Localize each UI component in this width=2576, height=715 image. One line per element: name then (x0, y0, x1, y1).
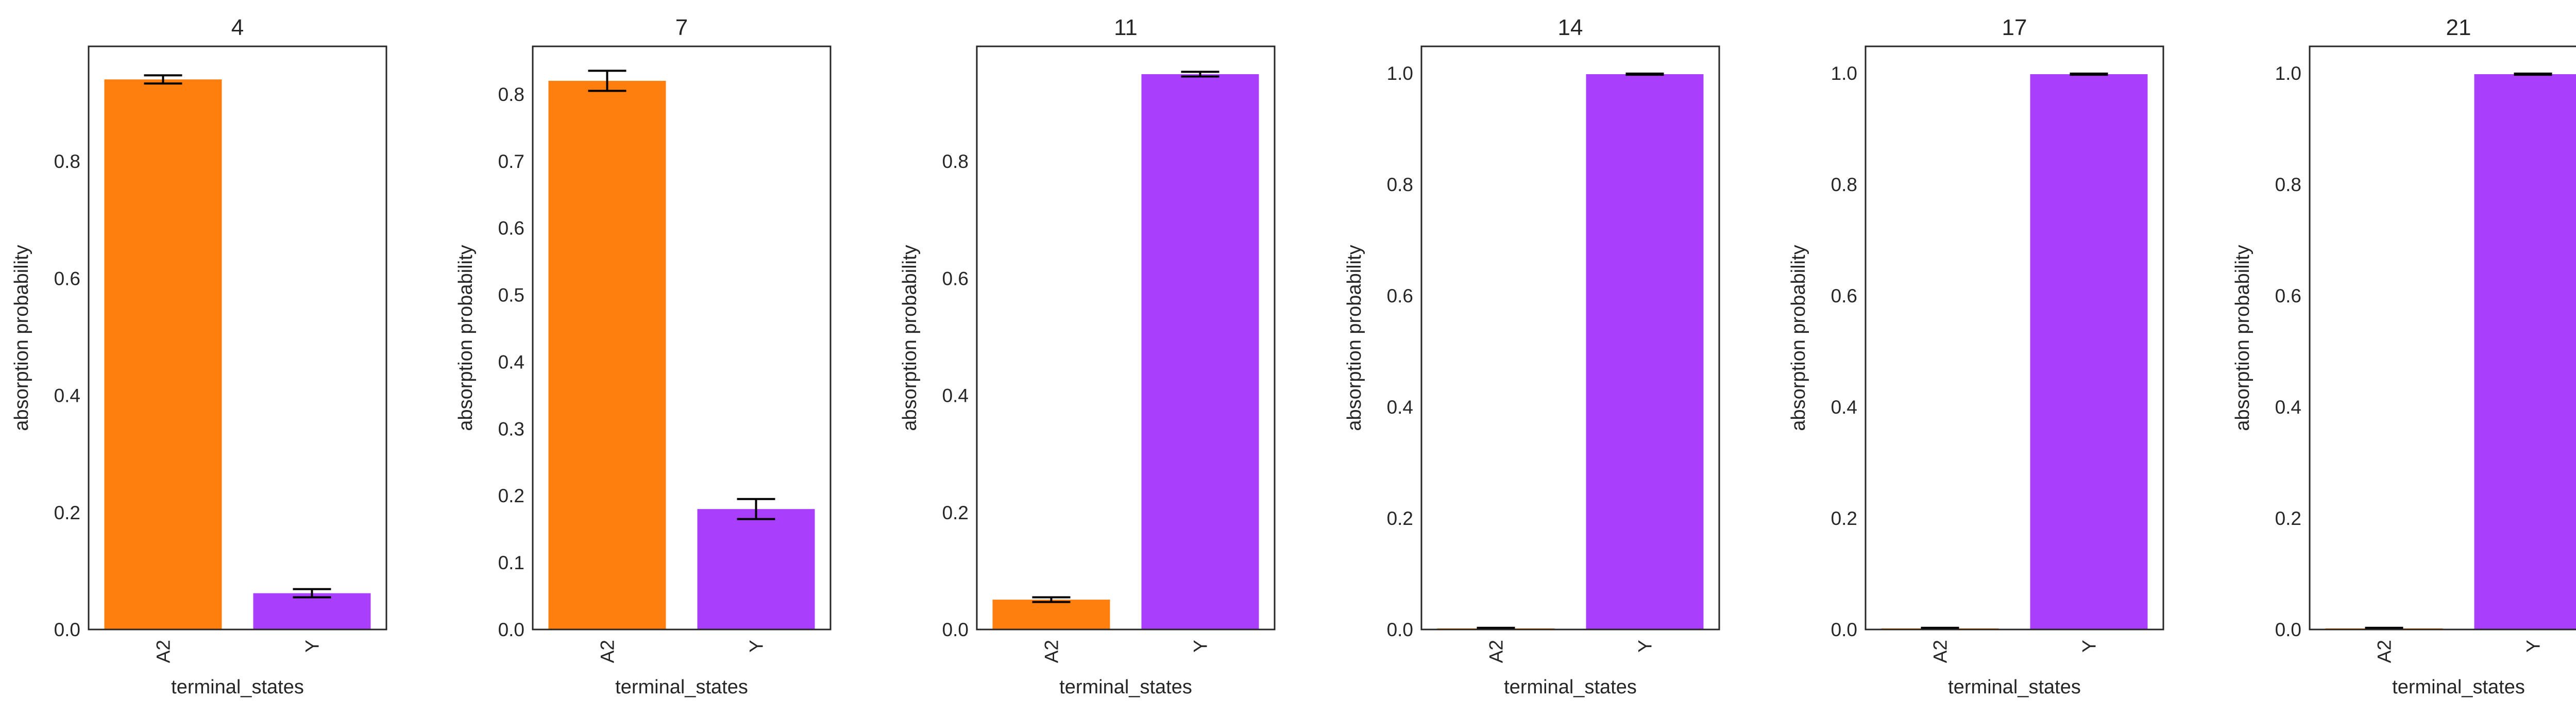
axes-frame (2309, 45, 2576, 631)
y-axis-label: absorption probability (899, 245, 921, 431)
y-tick-label: 0.5 (498, 285, 524, 306)
x-axis-label: terminal_states (1504, 676, 1637, 698)
y-tick-label: 0.6 (942, 268, 969, 289)
x-tick-label: Y (2079, 640, 2100, 653)
y-tick-label: 0.0 (1831, 619, 1857, 640)
y-tick-label: 0.8 (1387, 174, 1413, 195)
y-tick-label: 0.2 (942, 502, 969, 523)
panel-title: 7 (675, 15, 688, 40)
y-tick-label: 0.4 (54, 385, 80, 406)
y-tick-label: 0.2 (1387, 508, 1413, 529)
y-tick-label: 0.0 (1387, 619, 1413, 640)
panel-title: 11 (1114, 15, 1138, 40)
y-axis-label: absorption probability (1788, 245, 1809, 431)
panel-title: 17 (2002, 15, 2027, 40)
y-tick-label: 0.6 (1831, 285, 1857, 307)
x-axis-label: terminal_states (1948, 676, 2081, 698)
axes-frame (1420, 45, 1720, 631)
panel-21: 21 A2 Y 0.0 0.2 0.4 0.6 0.8 1.0 absorption probab… (2232, 15, 2576, 698)
y-tick-label: 1.0 (1831, 63, 1857, 84)
bar-Y (2474, 74, 2576, 630)
bar-Y (697, 509, 815, 629)
y-axis-label: absorption probability (1344, 245, 1365, 431)
y-tick-label: 0.4 (1831, 397, 1857, 418)
y-tick-label: 0.6 (1387, 285, 1413, 307)
panel-4: 4 A2 Y 0.0 0.2 0.4 0.6 0.8 absorption probabilit… (11, 15, 387, 698)
x-tick-label: A2 (2374, 640, 2395, 663)
y-tick-label: 0.8 (1831, 174, 1857, 195)
bar-Y (2030, 74, 2148, 630)
panel-title: 14 (1558, 15, 1583, 40)
y-tick-label: 0.3 (498, 418, 524, 439)
y-tick-label: 0.2 (498, 485, 524, 506)
panel-17: 17 A2 Y 0.0 0.2 0.4 0.6 0.8 1.0 absorption probab… (1788, 15, 2164, 698)
y-tick-label: 0.0 (498, 619, 524, 640)
x-axis-label: terminal_states (171, 676, 304, 698)
y-tick-label: 0.4 (2275, 397, 2301, 418)
y-tick-label: 1.0 (2275, 63, 2301, 84)
x-tick-label: A2 (1930, 640, 1951, 663)
y-tick-label: 0.7 (498, 151, 524, 172)
panel-7: 7 A2 Y 0.0 0.1 0.2 0.3 0.4 0.5 0.6 0.7 0.8 absorptio… (455, 15, 832, 698)
y-tick-label: 0.8 (942, 151, 969, 172)
y-tick-label: 0.0 (54, 619, 80, 640)
y-tick-label: 0.0 (2275, 619, 2301, 640)
y-tick-label: 0.4 (1387, 397, 1413, 418)
y-tick-label: 0.4 (498, 351, 524, 372)
y-tick-label: 0.8 (498, 84, 524, 105)
y-tick-label: 0.2 (2275, 508, 2301, 529)
axes-frame (976, 45, 1276, 631)
y-tick-label: 0.0 (942, 619, 969, 640)
y-tick-label: 0.2 (54, 502, 80, 523)
bar-A2 (104, 79, 222, 630)
bar-Y (1586, 74, 1704, 630)
y-tick-label: 0.8 (2275, 174, 2301, 195)
axes-frame (532, 45, 832, 631)
y-axis-label: absorption probability (455, 245, 477, 431)
y-tick-label: 0.2 (1831, 508, 1857, 529)
axes-frame (1865, 45, 2164, 631)
panel-14: 14 A2 Y 0.0 0.2 0.4 0.6 0.8 1.0 absorption probab… (1344, 15, 1720, 698)
y-tick-label: 0.6 (498, 218, 524, 239)
x-tick-label: Y (746, 640, 767, 653)
x-tick-label: Y (1635, 640, 1656, 653)
y-tick-label: 1.0 (1387, 63, 1413, 84)
x-tick-label: A2 (597, 640, 618, 663)
y-tick-label: 0.6 (54, 268, 80, 289)
x-tick-label: Y (302, 640, 323, 653)
x-tick-label: A2 (1041, 640, 1062, 663)
x-tick-label: Y (1190, 640, 1211, 653)
y-tick-label: 0.4 (942, 385, 969, 406)
y-axis-label: absorption probability (11, 245, 32, 431)
x-tick-label: A2 (1486, 640, 1507, 663)
x-axis-label: terminal_states (615, 676, 748, 698)
x-tick-label: A2 (153, 640, 174, 663)
bar-Y (1141, 74, 1259, 629)
y-tick-label: 0.8 (54, 151, 80, 172)
y-tick-label: 0.6 (2275, 285, 2301, 307)
y-tick-label: 0.1 (498, 552, 524, 573)
bar-Y (253, 593, 371, 629)
axes-frame (88, 45, 387, 631)
bar-A2 (548, 80, 666, 630)
panel-title: 21 (2446, 15, 2471, 40)
bar-A2 (992, 600, 1110, 629)
x-axis-label: terminal_states (2392, 676, 2525, 698)
y-axis-label: absorption probability (2232, 245, 2253, 431)
panel-11: 11 A2 Y 0.0 0.2 0.4 0.6 0.8 absorption probabili… (899, 15, 1276, 698)
x-tick-label: Y (2523, 640, 2544, 653)
panel-title: 4 (231, 15, 244, 40)
x-axis-label: terminal_states (1059, 676, 1192, 698)
